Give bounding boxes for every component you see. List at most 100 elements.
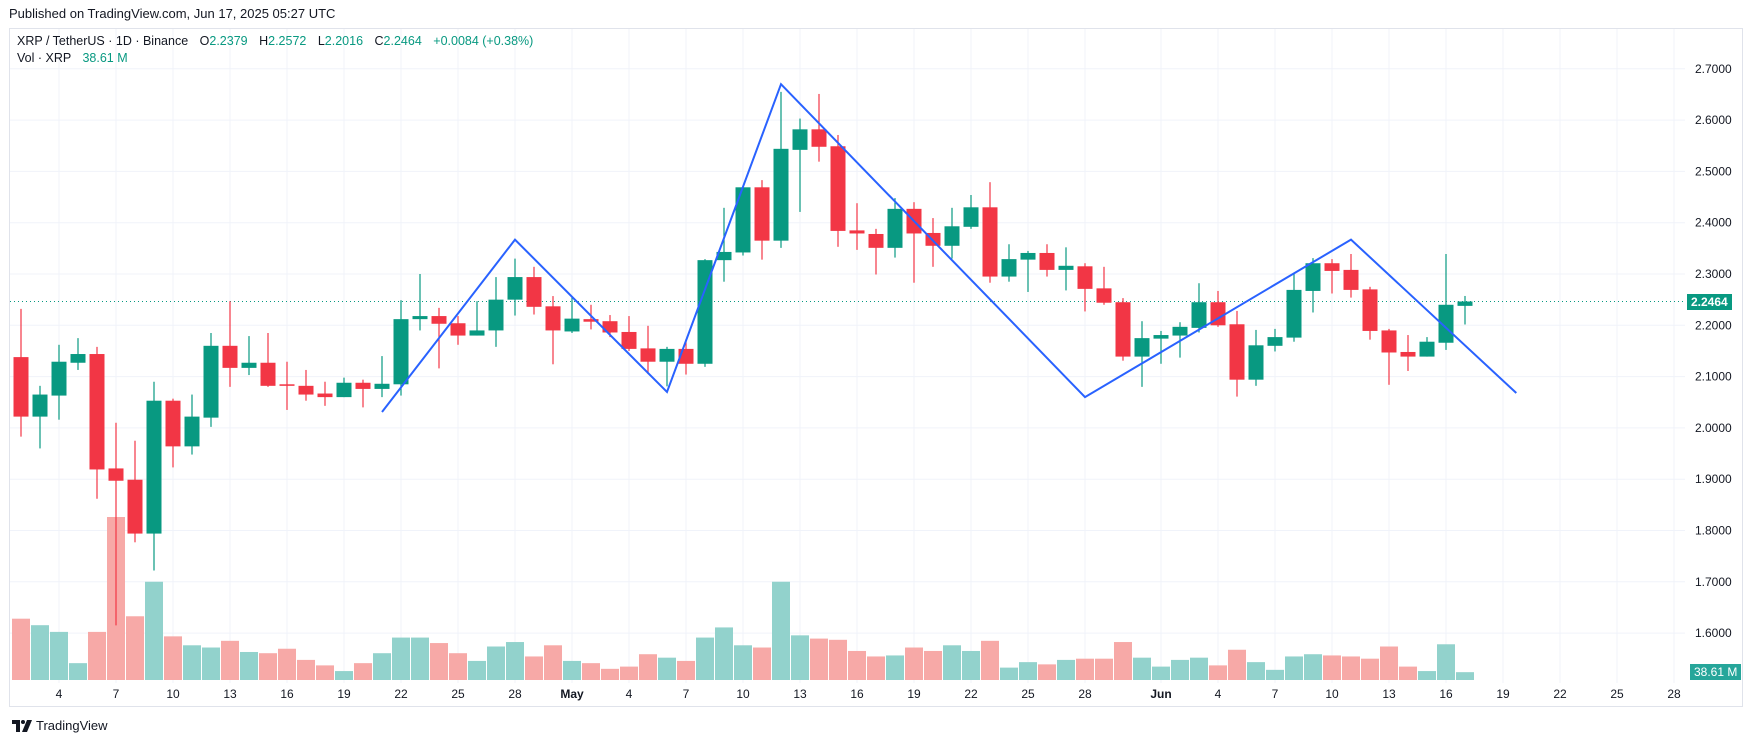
price-tick-label: 2.5000: [1695, 164, 1732, 178]
candle-body: [1362, 289, 1378, 331]
high-value: 2.2572: [268, 34, 307, 48]
volume-bar: [658, 657, 676, 680]
candle-body: [526, 277, 542, 307]
candle-body: [735, 187, 751, 253]
tradingview-logo[interactable]: TradingView: [12, 718, 108, 733]
volume-legend[interactable]: Vol · XRP 38.61 M: [17, 51, 128, 65]
volume-bar: [943, 645, 961, 680]
candle-body: [279, 384, 295, 386]
candle-body: [393, 319, 409, 385]
candle-body: [773, 148, 789, 241]
volume-bar: [278, 648, 296, 680]
volume-bar: [297, 659, 315, 680]
candle-body: [1134, 338, 1150, 357]
volume-bar: [12, 618, 30, 680]
volume-bar: [392, 637, 410, 680]
price-tick-label: 2.3000: [1695, 267, 1732, 281]
candle-body: [165, 400, 181, 447]
price-tick-label: 2.6000: [1695, 113, 1732, 127]
volume-bar: [1399, 666, 1417, 680]
candle-body: [1191, 302, 1207, 328]
volume-bar: [905, 647, 923, 680]
candle-body: [1457, 301, 1473, 306]
candle-body: [583, 319, 599, 322]
date-tick-label: 28: [1078, 687, 1092, 701]
candle-body: [868, 233, 884, 248]
zigzag-line: [381, 82, 1517, 413]
candle-body: [260, 362, 276, 386]
candle-body: [146, 400, 162, 534]
volume-bar: [1247, 662, 1265, 680]
volume-bar: [69, 663, 87, 680]
candle-body: [830, 146, 846, 231]
price-tick-label: 2.4000: [1695, 216, 1732, 230]
volume-bar: [1000, 667, 1018, 680]
volume-bar: [1437, 644, 1455, 680]
volume-bar: [1228, 649, 1246, 680]
candle-body: [469, 330, 485, 336]
volume-bar: [1323, 655, 1341, 680]
candle-body: [412, 316, 428, 320]
candle-body: [1096, 288, 1112, 303]
candle-body: [13, 357, 29, 417]
candle-body: [1058, 265, 1074, 270]
date-tick-label: 19: [907, 687, 921, 701]
volume-bar: [1152, 666, 1170, 680]
candle-body: [640, 348, 656, 362]
volume-bar: [1380, 646, 1398, 680]
candle-body: [944, 226, 960, 246]
candle-body: [1305, 263, 1321, 291]
published-caption: Published on TradingView.com, Jun 17, 20…: [9, 6, 336, 21]
candle-body: [1324, 263, 1340, 271]
date-tick-label: 7: [113, 687, 120, 701]
volume-bar: [1095, 658, 1113, 680]
date-tick-label: 4: [1215, 687, 1222, 701]
volume-bar: [1285, 656, 1303, 680]
last-price-badge: 2.2464: [1687, 294, 1732, 310]
symbol-legend[interactable]: XRP / TetherUS · 1D · Binance O2.2379 H2…: [17, 34, 533, 48]
candle-body: [336, 382, 352, 398]
candle-body: [697, 260, 713, 364]
date-tick-label: 10: [1325, 687, 1339, 701]
tradingview-logo-icon: [12, 719, 32, 732]
volume-bars: [12, 517, 1474, 680]
candle-body: [450, 323, 466, 336]
date-tick-label: 19: [337, 687, 351, 701]
candle-body: [127, 479, 143, 534]
date-tick-label: 28: [1667, 687, 1681, 701]
volume-bar: [696, 637, 714, 680]
date-tick-label: 25: [1610, 687, 1624, 701]
volume-bar: [753, 647, 771, 680]
date-tick-label: 4: [56, 687, 63, 701]
volume-bar: [487, 646, 505, 680]
volume-bar: [924, 650, 942, 680]
volume-bar: [354, 663, 372, 680]
volume-bar: [772, 581, 790, 680]
chart-frame[interactable]: [9, 28, 1743, 707]
volume-bar: [639, 654, 657, 680]
last-volume-badge: 38.61 M: [1690, 664, 1742, 680]
date-tick-label: May: [560, 687, 584, 701]
candle-body: [754, 187, 770, 241]
date-tick-label: 16: [1439, 687, 1453, 701]
candle-body: [1020, 252, 1036, 260]
candle-body: [51, 361, 67, 396]
volume-bar: [1019, 662, 1037, 680]
volume-bar: [164, 636, 182, 680]
candle-body: [792, 129, 808, 150]
date-tick-label: 25: [1021, 687, 1035, 701]
volume-bar: [867, 656, 885, 680]
date-tick-label: 22: [964, 687, 978, 701]
volume-bar: [183, 645, 201, 680]
price-tick-label: 2.1000: [1695, 370, 1732, 384]
candle-body: [1115, 302, 1131, 357]
candle-body: [887, 208, 903, 248]
candle-body: [982, 207, 998, 277]
candle-body: [374, 383, 390, 389]
candle-body: [241, 362, 257, 368]
price-tick-label: 1.8000: [1695, 524, 1732, 538]
change-value: +0.0084 (+0.38%): [433, 34, 534, 48]
candle-body: [1077, 266, 1093, 289]
volume-bar: [145, 581, 163, 680]
